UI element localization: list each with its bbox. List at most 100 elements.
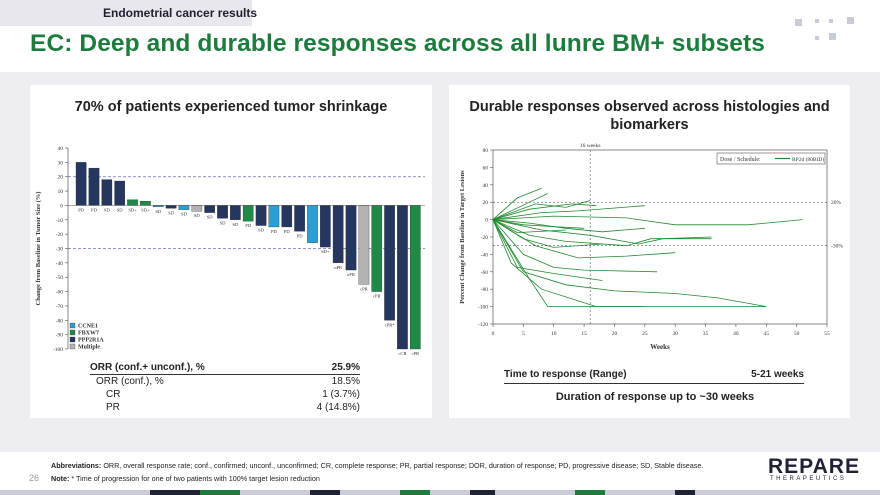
- y-tick-label: 40: [483, 183, 489, 189]
- legend-label: CCNE1: [78, 324, 98, 330]
- bar-response-label: PD: [91, 207, 98, 212]
- bar-response-label: SD: [168, 210, 175, 215]
- bar-response-label: PD: [284, 229, 291, 234]
- waterfall-bar: [255, 205, 267, 226]
- patient-line: [492, 187, 542, 220]
- bar-response-label: SD: [232, 222, 239, 227]
- y-tick-label: -10: [56, 218, 64, 224]
- waterfall-bar: [217, 205, 228, 219]
- waterfall-bar: [268, 205, 280, 228]
- legend-label: FBXW7: [78, 331, 99, 337]
- bar-response-label: SD: [155, 209, 162, 214]
- waterfall-bar: [320, 205, 331, 248]
- note-label: Note:: [51, 474, 70, 483]
- legend-label: RP2d (80BID): [792, 156, 824, 163]
- patient-line: [492, 219, 585, 229]
- bar-response-label: SD+: [321, 249, 330, 254]
- y-tick-label: 60: [483, 165, 489, 171]
- x-tick-label: 15: [581, 331, 587, 337]
- right-panel-title: Durable responses observed across histol…: [469, 99, 830, 133]
- orr-table-row: PR 4 (14.8%): [90, 401, 360, 414]
- bar-response-label: SD: [258, 228, 265, 233]
- decor-square: [795, 19, 802, 26]
- decor-square: [847, 17, 854, 24]
- orr-row-label: CR: [106, 389, 121, 400]
- waterfall-bar: [294, 205, 305, 232]
- bar-response-label: PD: [271, 229, 278, 234]
- y-tick-label: -40: [56, 261, 64, 267]
- y-axis-title: Percent Change from Baseline in Target L…: [459, 170, 466, 304]
- x-tick-label: 45: [764, 331, 770, 337]
- x-tick-label: 40: [733, 331, 739, 337]
- waterfall-bar: [409, 205, 421, 350]
- waterfall-bar: [140, 200, 151, 206]
- bar-response-label: cPR: [360, 286, 369, 291]
- waterfall-bar: [384, 205, 395, 321]
- bar-response-label: SD: [207, 215, 214, 220]
- y-tick-label: -80: [481, 287, 489, 293]
- orr-row-value: 1 (3.7%): [322, 389, 360, 400]
- waterfall-bar: [204, 205, 215, 213]
- y-tick-label: -20: [481, 235, 489, 241]
- patient-line: [492, 219, 645, 233]
- note-text: * Time of progression for one of two pat…: [71, 474, 320, 483]
- bar-response-label: SD+: [141, 207, 150, 212]
- y-tick-label: 80: [483, 148, 489, 154]
- patient-line: [492, 200, 591, 220]
- y-tick-label: -20: [56, 232, 64, 238]
- waterfall-bar: [397, 205, 408, 350]
- bar-response-label: PD: [78, 207, 85, 212]
- patient-line: [492, 219, 603, 248]
- y-tick-label: 0: [60, 203, 63, 209]
- orr-row-value: 4 (14.8%): [316, 402, 360, 413]
- y-tick-label: -60: [56, 290, 64, 296]
- patient-line: [492, 219, 658, 273]
- waterfall-bar: [307, 205, 318, 243]
- left-panel-title: 70% of patients experienced tumor shrink…: [74, 99, 388, 115]
- legend-swatch: [69, 343, 76, 350]
- decor-square: [829, 19, 833, 23]
- waterfall-bar: [88, 167, 100, 206]
- section-label-bar: Endometrial cancer results: [0, 0, 257, 26]
- orr-table-row: ORR (conf.+ unconf.), % 25.9%: [90, 361, 360, 375]
- note-footnote: Note: * Time of progression for one of t…: [51, 474, 320, 483]
- reference-line-label: 20%: [831, 200, 842, 206]
- bar-response-label: SD: [194, 213, 201, 218]
- patient-line: [492, 219, 767, 308]
- waterfall-bar: [75, 162, 87, 206]
- legend-label: Multiple: [78, 345, 100, 351]
- plot-frame: [492, 149, 828, 325]
- patient-line: [492, 203, 597, 220]
- patient-line: [492, 219, 712, 247]
- y-tick-label: -90: [56, 333, 64, 339]
- waterfall-bar: [101, 179, 113, 206]
- orr-row-label: ORR (conf.+ unconf.), %: [90, 362, 205, 373]
- waterfall-bar: [358, 205, 370, 285]
- logo-wordmark: REPARE: [768, 455, 860, 478]
- bar-response-label: cCR: [398, 351, 407, 356]
- x-tick-label: 20: [612, 331, 618, 337]
- x-tick-label: 55: [824, 331, 830, 337]
- orr-row-label: PR: [106, 402, 120, 413]
- orr-table-row: CR 1 (3.7%): [90, 388, 360, 401]
- x-tick-label: 25: [642, 331, 648, 337]
- bar-response-label: SD: [117, 207, 124, 212]
- company-logo: REPARE THERAPEUTICS: [768, 455, 859, 485]
- section-label: Endometrial cancer results: [103, 6, 258, 20]
- waterfall-bar: [165, 205, 177, 209]
- x-tick-label: 30: [672, 331, 678, 337]
- legend-box: [716, 152, 826, 165]
- y-tick-label: -100: [478, 305, 488, 311]
- orr-table: ORR (conf.+ unconf.), % 25.9% ORR (conf.…: [90, 361, 360, 414]
- y-tick-label: -40: [481, 252, 489, 258]
- y-tick-label: -50: [56, 275, 64, 281]
- waterfall-bar: [178, 205, 190, 210]
- spider-plot: 80 60 40 20 0 -20 -40 -60 -80 -100 -120 0 5 10 15 20 25 3…: [459, 143, 843, 351]
- patient-line: [492, 215, 803, 226]
- waterfall-bar: [371, 205, 383, 292]
- decor-square: [829, 33, 836, 40]
- y-tick-label: 0: [485, 218, 488, 224]
- right-panel: [449, 85, 850, 418]
- abbreviations-footnote: Abbreviations: ORR, overall response rat…: [51, 461, 703, 470]
- x-tick-label: 35: [703, 331, 709, 337]
